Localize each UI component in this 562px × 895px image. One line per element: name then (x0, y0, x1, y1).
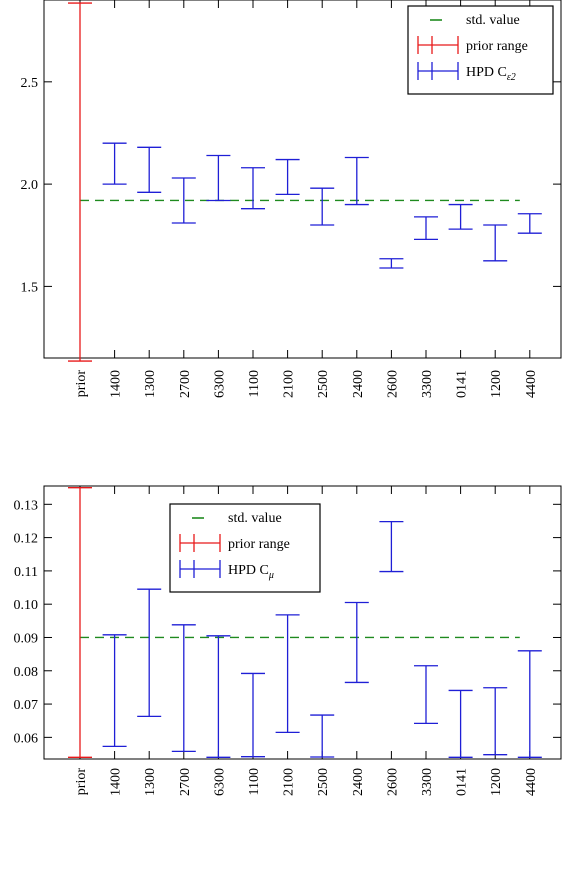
hpd-bar (102, 142, 127, 185)
hpd-bar (171, 177, 196, 224)
legend-hpd-label: HPD Cε2 (466, 65, 516, 83)
x-tick-label: 2500 (316, 768, 331, 796)
x-tick-label: 1400 (109, 370, 124, 398)
hpd-bar (517, 213, 542, 234)
hpd-bar (171, 624, 196, 752)
legend: std. value prior range HPD Cε2 (407, 5, 554, 95)
legend-hpd-subscript: ε2 (507, 72, 516, 83)
x-tick-label: 1200 (489, 370, 504, 398)
hpd-bar (483, 687, 508, 756)
legend-hpd-label: HPD Cμ (228, 563, 274, 581)
hpd-bar (310, 714, 335, 758)
y-tick-label: 2.5 (21, 76, 39, 91)
x-tick-label: 2700 (178, 370, 193, 398)
hpd-bar (344, 601, 369, 684)
hpd-bar (241, 672, 265, 758)
hpd-bar (310, 187, 335, 226)
legend-hpd-text: HPD C (466, 65, 507, 80)
plot-frame (43, 0, 562, 359)
plot-frame (43, 485, 562, 760)
hpd-bar (206, 635, 231, 758)
hpd-bar (483, 224, 508, 262)
hpd-bar (137, 588, 162, 718)
x-tick-label: 2400 (351, 370, 366, 398)
x-tick-label: 2100 (282, 370, 297, 398)
hpd-bar (275, 614, 300, 734)
x-tick-label: 2100 (282, 768, 297, 796)
legend-prior-label: prior range (466, 39, 528, 54)
prior-range-bar (68, 2, 92, 362)
y-tick-label: 0.07 (14, 698, 39, 713)
x-tick-label: prior (74, 370, 89, 398)
x-tick-label: 6300 (212, 370, 227, 398)
hpd-bar (241, 167, 265, 210)
hpd-bar (517, 650, 542, 758)
x-tick-label: 1300 (143, 370, 158, 398)
x-tick-label: 2500 (316, 370, 331, 398)
legend-hpd-text: HPD C (228, 563, 269, 578)
hpd-bar (448, 689, 473, 758)
legend: std. value prior range HPD Cμ (169, 503, 321, 593)
legend-hpd-swatch (179, 560, 221, 578)
x-tick-label: 0141 (455, 370, 470, 398)
x-tick-label: prior (74, 768, 89, 796)
legend-std-label: std. value (466, 13, 520, 28)
x-tick-label: 3300 (420, 768, 435, 796)
hpd-bar (379, 520, 404, 573)
x-tick-label: 2600 (385, 370, 400, 398)
y-tick-label: 0.13 (14, 498, 39, 513)
y-tick-label: 0.12 (14, 532, 39, 547)
legend-hpd-subscript: μ (268, 570, 274, 581)
legend-prior-label: prior range (228, 537, 290, 552)
hpd-bar (275, 158, 300, 195)
legend-prior-swatch (417, 36, 459, 54)
x-tick-label: 3300 (420, 370, 435, 398)
hpd-bar (137, 146, 162, 193)
hpd-bar (414, 216, 438, 240)
x-tick-label: 0141 (455, 768, 470, 796)
y-tick-label: 0.11 (14, 565, 38, 580)
x-tick-label: 2600 (385, 768, 400, 796)
hpd-bar (414, 665, 438, 725)
chart-c-mu: prior 1400 1300 2700 6300 1100 2100 2500 2400 260… (14, 485, 562, 796)
x-tick-label: 1100 (247, 768, 262, 795)
hpd-bar (344, 156, 369, 206)
legend-prior-swatch (179, 534, 221, 552)
x-tick-label: 1100 (247, 370, 262, 397)
y-tick-label: 0.06 (14, 731, 39, 746)
x-tick-label: 1200 (489, 768, 504, 796)
y-tick-label: 0.08 (14, 665, 39, 680)
chart-c-epsilon2: prior 1400 1300 2700 6300 1100 2100 2500 2400 260… (21, 0, 562, 398)
y-tick-label: 2.0 (21, 178, 39, 193)
hpd-bar (379, 258, 404, 269)
x-tick-label: 6300 (212, 768, 227, 796)
prior-range-bar (68, 487, 92, 758)
x-tick-label: 1400 (109, 768, 124, 796)
x-tick-label: 1300 (143, 768, 158, 796)
x-tick-label: 4400 (524, 768, 539, 796)
x-tick-label: 2400 (351, 768, 366, 796)
hpd-bar (206, 154, 231, 202)
x-tick-label: 4400 (524, 370, 539, 398)
y-tick-label: 0.09 (14, 631, 39, 646)
legend-std-label: std. value (228, 511, 282, 526)
hpd-bar (448, 203, 473, 230)
x-tick-label: 2700 (178, 768, 193, 796)
y-tick-label: 1.5 (21, 280, 39, 295)
y-tick-label: 0.10 (14, 598, 39, 613)
legend-hpd-swatch (417, 62, 459, 80)
hpd-bar (102, 634, 127, 747)
